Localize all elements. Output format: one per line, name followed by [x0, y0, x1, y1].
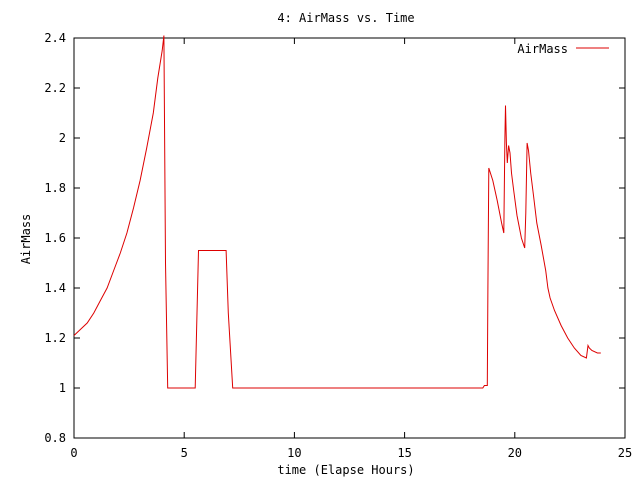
x-tick-label: 10: [287, 446, 301, 460]
ticks-layer: 0 5 10 15 20 25 0.8 1 1.2 1.4 1.6 1.8 2 2.2 2.4: [44, 31, 632, 460]
x-tick-label: 0: [70, 446, 77, 460]
series-layer: [73, 35, 601, 389]
y-tick-label: 1.6: [44, 231, 66, 245]
x-tick-label: 20: [508, 446, 522, 460]
y-tick-label: 2.4: [44, 31, 66, 45]
x-tick-label: 15: [397, 446, 411, 460]
legend: AirMass: [517, 42, 609, 56]
y-tick-label: 0.8: [44, 431, 66, 445]
y-tick-label: 1: [59, 381, 66, 395]
legend-label-airmass: AirMass: [517, 42, 568, 56]
x-tick-label: 5: [181, 446, 188, 460]
y-tick-label: 2.2: [44, 81, 66, 95]
y-axis-label: AirMass: [19, 214, 33, 265]
y-tick-label: 1.4: [44, 281, 66, 295]
series-line-airmass: [73, 35, 601, 389]
y-tick-label: 1.8: [44, 181, 66, 195]
x-tick-label: 25: [618, 446, 632, 460]
plot-frame: [73, 37, 626, 439]
y-tick-label: 1.2: [44, 331, 66, 345]
x-axis-label: time (Elapse Hours): [277, 463, 414, 477]
chart-title: 4: AirMass vs. Time: [277, 11, 414, 25]
y-tick-label: 2: [59, 131, 66, 145]
axes-layer: [73, 37, 626, 439]
